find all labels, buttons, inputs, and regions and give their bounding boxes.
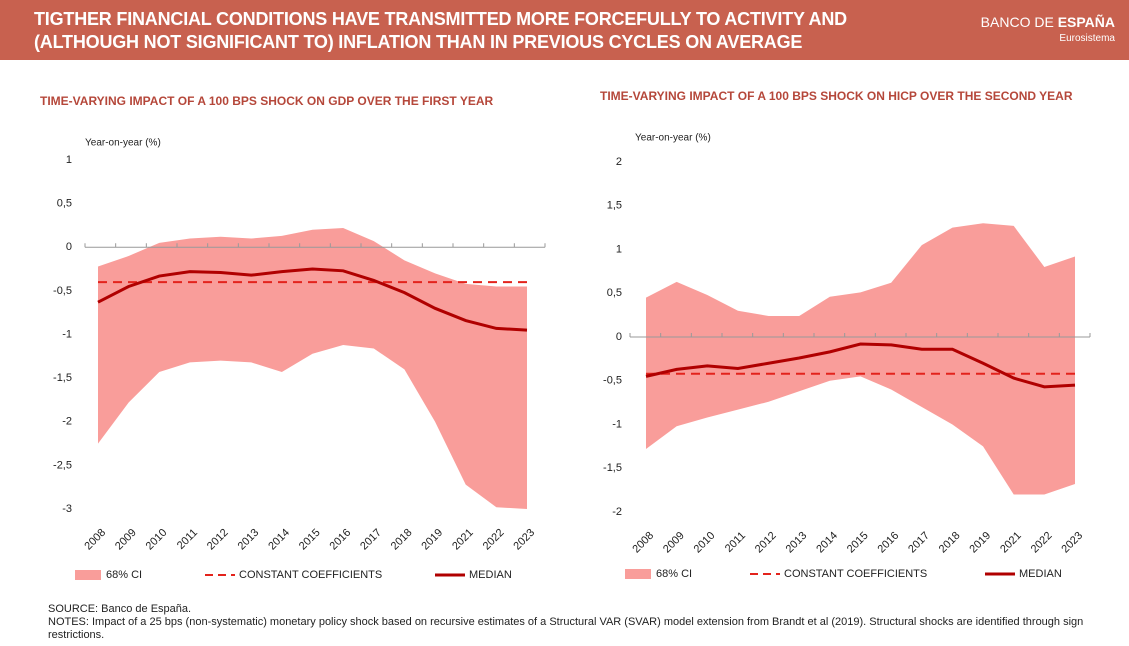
x-tick-label: 2022 [481,527,507,553]
x-tick-label: 2015 [297,527,323,553]
x-tick-label: 2010 [144,527,170,553]
x-tick-label: 2018 [937,530,963,556]
x-tick-label: 2019 [419,527,445,553]
y-tick-label: 0,5 [607,287,622,299]
x-tick-label: 2022 [1029,530,1055,556]
chart-title: TIME-VARYING IMPACT OF A 100 BPS SHOCK O… [600,89,1073,103]
legend-swatch [75,570,101,580]
x-tick-label: 2014 [266,527,292,553]
y-tick-label: -0,5 [53,285,72,297]
ci-band [98,228,527,509]
x-tick-label: 2018 [389,527,415,553]
source: SOURCE: Banco de España. [48,603,192,615]
footer: SOURCE: Banco de España. NOTES: Impact o… [48,603,1108,642]
y-tick-label: -1 [62,328,72,340]
x-tick-label: 2021 [998,530,1024,556]
x-tick-label: 2008 [630,530,656,556]
x-tick-label: 2014 [814,530,840,556]
title-line: (ALTHOUGH NOT SIGNIFICANT TO) INFLATION … [34,32,803,52]
y-tick-label: -2 [612,506,622,518]
y-tick-label: -2,5 [53,459,72,471]
y-tick-label: -0,5 [603,375,622,387]
legend-swatch [625,569,651,579]
x-tick-label: 2012 [205,527,231,553]
y-tick-label: -3 [62,503,72,515]
y-tick-label: 0 [66,241,72,253]
legend-label: CONSTANT COEFFICIENTS [239,569,382,581]
chart-title: TIME-VARYING IMPACT OF A 100 BPS SHOCK O… [40,94,493,108]
x-tick-label: 2023 [511,527,537,553]
header: TIGTHER FINANCIAL CONDITIONS HAVE TRANSM… [0,0,1129,60]
x-tick-label: 2016 [328,527,354,553]
logo-subtitle: Eurosistema [1059,33,1115,44]
y-tick-label: 0,5 [57,198,72,210]
x-tick-label: 2017 [358,527,384,553]
legend-label: CONSTANT COEFFICIENTS [784,568,927,580]
x-tick-label: 2016 [876,530,902,556]
x-tick-label: 2011 [723,530,748,555]
y-tick-label: 1 [616,243,622,255]
x-tick-label: 2009 [113,527,139,553]
y-tick-label: -1,5 [53,372,72,384]
x-tick-label: 2010 [692,530,718,556]
y-tick-label: -1,5 [603,462,622,474]
logo-bold: ESPAÑA [1057,14,1115,30]
title-line: TIGTHER FINANCIAL CONDITIONS HAVE TRANSM… [34,9,847,29]
y-tick-label: 0 [616,331,622,343]
legend-label: MEDIAN [1019,568,1062,580]
y-tick-label: 1,5 [607,200,622,212]
x-tick-label: 2013 [236,527,262,553]
logo-light: BANCO DE [980,14,1054,30]
x-tick-label: 2013 [784,530,810,556]
x-tick-label: 2012 [753,530,779,556]
legend-label: 68% CI [656,568,692,580]
notes: NOTES: Impact of a 25 bps (non-systemati… [48,616,1084,641]
y-tick-label: -2 [62,416,72,428]
x-tick-label: 2017 [906,530,932,556]
series-line [97,267,528,332]
x-tick-label: 2021 [450,527,476,553]
slide-title: TIGTHER FINANCIAL CONDITIONS HAVE TRANSM… [34,8,847,54]
x-tick-label: 2009 [661,530,687,556]
x-tick-label: 2015 [845,530,871,556]
legend-label: 68% CI [106,569,142,581]
x-tick-label: 2008 [82,527,108,553]
y-tick-label: 2 [616,156,622,168]
ci-band [646,223,1075,495]
y-tick-label: 1 [66,154,72,166]
y-tick-label: -1 [612,418,622,430]
logo: BANCO DE ESPAÑA Eurosistema [981,14,1115,44]
x-tick-label: 2023 [1059,530,1085,556]
y-axis-label: Year-on-year (%) [635,133,711,144]
x-tick-label: 2011 [175,527,200,552]
x-tick-label: 2019 [967,530,993,556]
y-axis-label: Year-on-year (%) [85,138,161,149]
legend-label: MEDIAN [469,569,512,581]
series-line [645,342,1076,389]
